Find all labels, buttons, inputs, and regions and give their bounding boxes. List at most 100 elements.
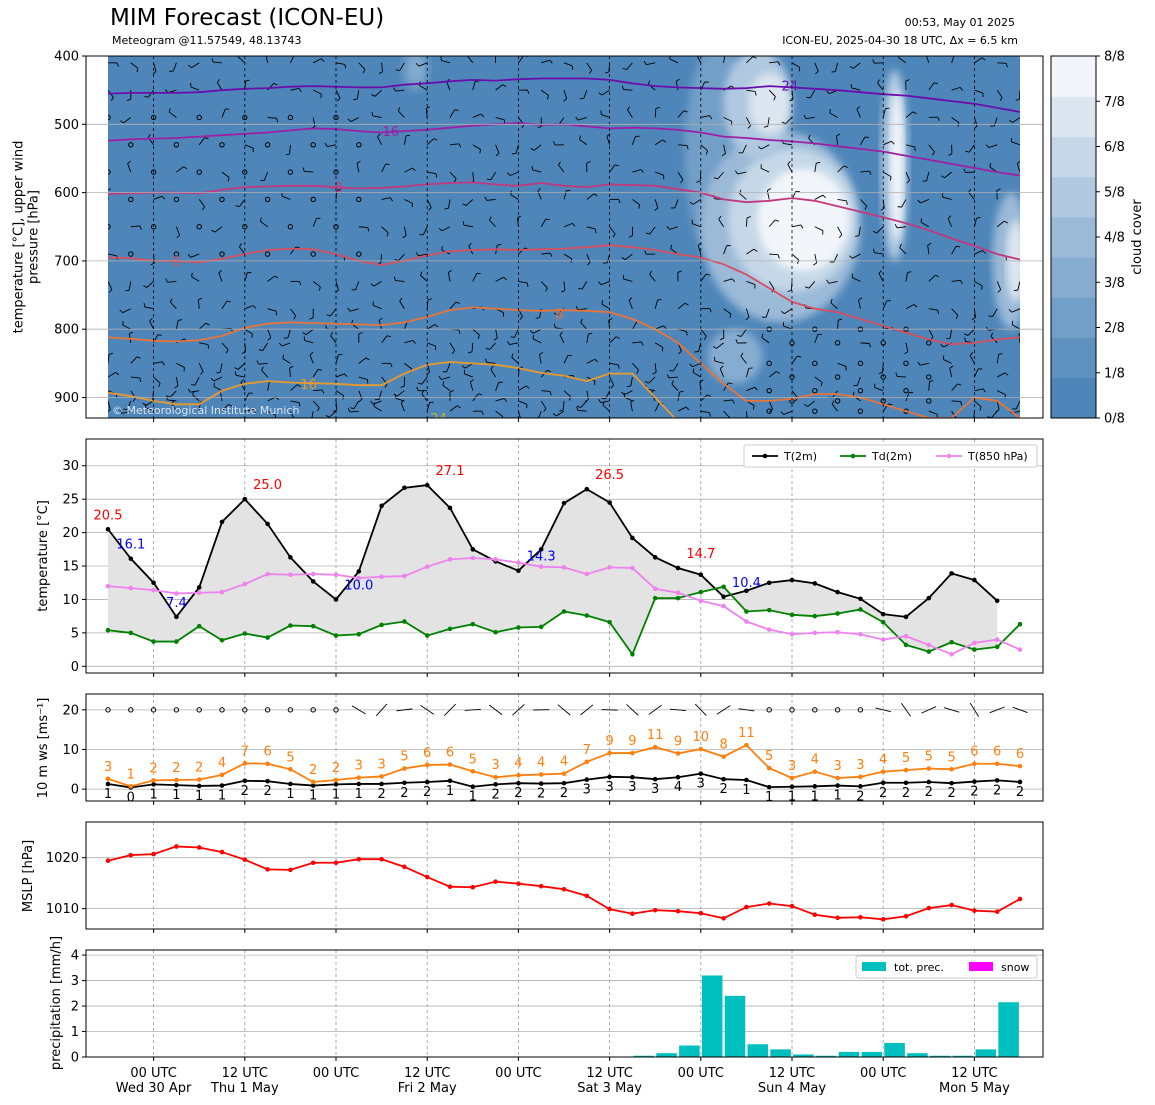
wind-barb — [586, 333, 589, 343]
wind-barb — [330, 335, 337, 344]
calm-wind-symbol — [812, 408, 818, 414]
series-point — [105, 776, 111, 782]
wind-barb-flag — [575, 116, 579, 121]
series-point — [926, 766, 932, 771]
calm-wind-symbol — [834, 707, 841, 713]
wind-barb-flag — [267, 337, 272, 341]
wind-barb-flag — [740, 352, 744, 357]
calm-wind-symbol — [857, 387, 864, 394]
wind-barb-flag — [143, 285, 148, 288]
wind-barb-flag — [968, 188, 972, 193]
wind-barb — [540, 89, 549, 96]
wind-barb-flag — [804, 404, 808, 407]
run-time: 00:53, May 01 2025 — [904, 16, 1015, 29]
wind-barb — [609, 362, 619, 366]
series-point — [880, 780, 886, 786]
wind-barb — [175, 320, 179, 330]
wind-barb — [562, 400, 565, 410]
wind-barb — [631, 136, 636, 145]
wind-barb-flag — [119, 309, 124, 313]
wind-barb-flag — [152, 71, 157, 75]
temp-ytick-label: 0 — [71, 660, 79, 675]
series-point — [698, 572, 704, 578]
calm-wind-symbol — [242, 114, 248, 121]
wind-value-label: 1 — [446, 784, 454, 799]
series-point — [561, 780, 567, 786]
wind-value-label: 0 — [127, 791, 135, 806]
wind-barb — [700, 115, 710, 118]
extreme-label: 14.7 — [686, 547, 715, 562]
series-point — [288, 623, 293, 628]
isotherm-line — [108, 181, 1020, 261]
series-point — [607, 906, 612, 912]
wind-barb — [583, 89, 588, 99]
prec-ytick-label: 2 — [71, 1000, 79, 1015]
wind-barb — [787, 163, 793, 173]
wind-barb — [108, 281, 113, 290]
wind-barb-flag — [709, 308, 712, 313]
wind-barb — [449, 171, 457, 180]
series-point — [379, 503, 384, 509]
wind-barb-flag — [136, 68, 139, 73]
wind-barb — [219, 363, 223, 373]
wind-barb-flag — [644, 250, 647, 255]
wind-barb — [372, 115, 382, 118]
wind-barb — [108, 342, 109, 343]
wind-barb — [169, 390, 177, 398]
series-point — [607, 619, 612, 625]
wind-barb-flag — [227, 177, 230, 182]
series-point — [219, 637, 225, 643]
wind-barb-flag — [728, 382, 733, 385]
wind-barb — [426, 324, 436, 330]
wind-barb — [290, 87, 300, 91]
wind-barb — [632, 341, 642, 344]
wind-barb-flag — [933, 82, 938, 85]
series-point — [630, 535, 635, 541]
series-point — [858, 607, 863, 612]
wind-barb-flag — [428, 207, 432, 211]
series-point — [242, 857, 248, 863]
series-point — [379, 622, 384, 628]
wind-barb-flag — [371, 94, 376, 97]
calm-wind-symbol — [242, 169, 248, 175]
wind-barb-flag — [719, 365, 724, 370]
wind-barb-flag — [904, 351, 909, 355]
wind-barb-flag — [898, 56, 900, 58]
wind-barb — [928, 274, 936, 282]
wind-barb-flag — [320, 58, 325, 62]
wind-barb — [449, 342, 456, 351]
wind-barb — [814, 163, 817, 173]
wind-barb-flag — [178, 319, 183, 321]
wind-barb-flag — [894, 224, 898, 229]
wind-barb — [928, 82, 935, 91]
wind-barb-flag — [957, 383, 962, 386]
wind-barb — [874, 252, 884, 255]
wind-barb-flag — [347, 307, 351, 312]
wind-barb-flag — [302, 167, 305, 172]
wind-barb — [216, 82, 223, 91]
series-point — [607, 750, 612, 756]
series-point — [538, 564, 544, 569]
wind-value-label: 2 — [947, 786, 955, 801]
wind-barb-flag — [628, 235, 633, 238]
series-point — [789, 577, 795, 583]
wind-barb-flag — [309, 351, 314, 356]
series-point — [151, 778, 156, 783]
wind-value-label: 11 — [738, 726, 755, 741]
series-point — [698, 746, 704, 752]
x-tick-label: 00 UTC — [495, 1066, 541, 1081]
series-point — [538, 781, 544, 786]
calm-wind-symbol — [150, 114, 157, 121]
wind-barb — [860, 136, 866, 146]
wind-barb — [463, 224, 473, 228]
colorbar-tick-label: 6/8 — [1104, 140, 1125, 155]
calm-wind-symbol — [173, 196, 180, 203]
calm-wind-symbol — [926, 398, 932, 404]
series-point — [265, 635, 270, 640]
series-point — [379, 856, 384, 862]
wind-barb-flag — [937, 116, 940, 122]
precip-bar — [747, 1044, 769, 1057]
x-tick-label: 00 UTC — [678, 1066, 724, 1081]
wind-barb — [856, 109, 861, 118]
wind-barb — [108, 411, 109, 412]
